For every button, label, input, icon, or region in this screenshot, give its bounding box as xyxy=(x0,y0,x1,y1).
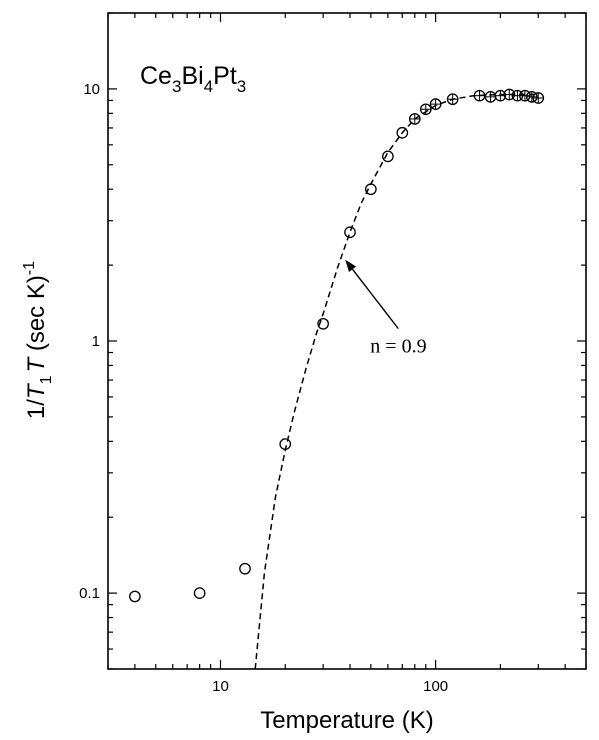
data-point xyxy=(317,317,329,330)
data-point xyxy=(344,226,356,239)
x-tick-label: 100 xyxy=(423,678,448,695)
y-tick-label: 1 xyxy=(92,333,100,350)
ticks xyxy=(107,12,587,670)
data-point xyxy=(239,562,251,575)
annotation-label: n = 0.9 xyxy=(370,336,426,358)
y-axis-title: 1/T1T (sec K)-1 xyxy=(21,261,55,419)
data-point xyxy=(382,150,394,163)
data-points xyxy=(129,88,545,603)
tick-labels: 10 100 0.1 1 10 xyxy=(79,81,448,695)
fit-curve xyxy=(254,93,539,670)
x-axis-title: Temperature (K) xyxy=(260,707,433,734)
y-tick-label: 0.1 xyxy=(79,585,100,602)
compound-label: Ce3Bi4Pt3 xyxy=(140,62,246,96)
annotation: n = 0.9 xyxy=(345,259,427,358)
data-point xyxy=(396,126,409,139)
annotation-arrow xyxy=(351,268,399,330)
annotation-arrowhead xyxy=(345,259,357,273)
y-tick-label: 10 xyxy=(83,81,100,98)
data-point xyxy=(365,183,377,196)
plot-frame xyxy=(107,12,587,670)
data-point xyxy=(129,590,141,603)
data-point xyxy=(279,438,292,450)
data-point xyxy=(193,587,206,599)
x-tick-label: 10 xyxy=(212,678,229,695)
